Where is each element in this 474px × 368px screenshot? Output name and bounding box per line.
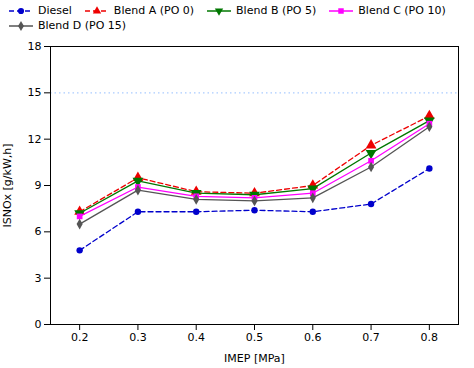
- svg-text:0.3: 0.3: [129, 331, 147, 344]
- svg-text:18: 18: [28, 40, 42, 53]
- svg-text:0.4: 0.4: [187, 331, 205, 344]
- svg-text:0.8: 0.8: [421, 331, 439, 344]
- svg-text:0.5: 0.5: [246, 331, 264, 344]
- svg-text:0: 0: [35, 318, 42, 331]
- html-text:Blend A (PO 0): Blend A (PO 0): [113, 4, 195, 17]
- svg-text:0.7: 0.7: [362, 331, 380, 344]
- html-text:Blend D (PO 15): Blend D (PO 15): [38, 19, 127, 32]
- svg-text:0.2: 0.2: [71, 331, 89, 344]
- svg-text:6: 6: [35, 225, 42, 238]
- svg-text:9: 9: [35, 179, 42, 192]
- svg-text:15: 15: [28, 86, 42, 99]
- html-text:Blend B (PO 5): Blend B (PO 5): [236, 4, 317, 17]
- svg-text:12: 12: [28, 133, 42, 146]
- svg-text:ISNOx [g/kW,h]: ISNOx [g/kW,h]: [1, 143, 14, 227]
- svg-text:IMEP [MPa]: IMEP [MPa]: [224, 352, 285, 365]
- html-text:Blend C (PO 10): Blend C (PO 10): [358, 4, 446, 17]
- html-text:Diesel: Diesel: [38, 4, 72, 17]
- svg-text:3: 3: [35, 272, 42, 285]
- svg-text:0.6: 0.6: [304, 331, 322, 344]
